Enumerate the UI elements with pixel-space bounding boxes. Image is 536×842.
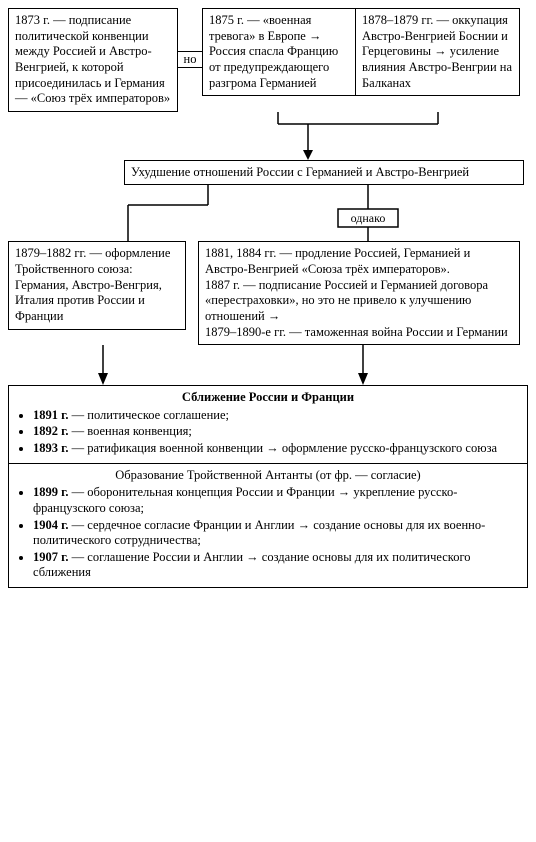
box6-list: 1891 г. — 1891 г. — политическое соглаше… [15, 408, 521, 457]
top-row: 1873 г. — подписание политической конвен… [8, 8, 528, 112]
box-1878: 1878–1879 гг. — оккупация Австро-Венгрие… [356, 8, 520, 96]
list-item: 1899 г. — оборонительная концепция Росси… [33, 485, 521, 516]
connector-odnako-label: однако [351, 211, 386, 225]
box7-title: Образование Тройственной Антанты (от фр.… [15, 468, 521, 484]
box-reinsurance: 1881, 1884 гг. — продление Россией, Герм… [198, 241, 520, 345]
list-item: 1893 г. — ратификация военной конвенции … [33, 441, 521, 457]
box-1873: 1873 г. — подписание политической конвен… [8, 8, 178, 112]
row-box4: Ухудшение отношений России с Германией и… [8, 160, 528, 186]
list-item: 1891 г. — 1891 г. — политическое соглаше… [33, 408, 521, 424]
box-triple-alliance: 1879–1882 гг. — оформление Тройственного… [8, 241, 186, 329]
row-5: 1879–1882 гг. — оформление Тройственного… [8, 241, 528, 345]
arrow-down-icon [8, 112, 528, 160]
box-1875: 1875 г. — «военная тревога» в Европе → Р… [202, 8, 356, 96]
connector-no-label: но [182, 52, 199, 67]
box-entente: Образование Тройственной Антанты (от фр.… [8, 464, 528, 588]
arrows-down-icon [8, 345, 528, 385]
box-russia-france: Сближение России и Франции 1891 г. — 189… [8, 385, 528, 464]
branch-icon: однако [8, 185, 528, 241]
box6-title: Сближение России и Франции [15, 390, 521, 406]
list-item: 1892 г. — военная конвенция; [33, 424, 521, 440]
box-deterioration: Ухудшение отношений России с Германией и… [124, 160, 524, 186]
connector-mid: однако [8, 185, 528, 241]
connector-no: но [178, 8, 202, 112]
box7-list: 1899 г. — оборонительная концепция Росси… [15, 485, 521, 581]
list-item: 1904 г. — сердечное согласие Франции и А… [33, 518, 521, 549]
arrows-to-box6 [8, 345, 528, 385]
arrow-top-to-mid [8, 112, 528, 160]
list-item: 1907 г. — соглашение России и Англии → с… [33, 550, 521, 581]
